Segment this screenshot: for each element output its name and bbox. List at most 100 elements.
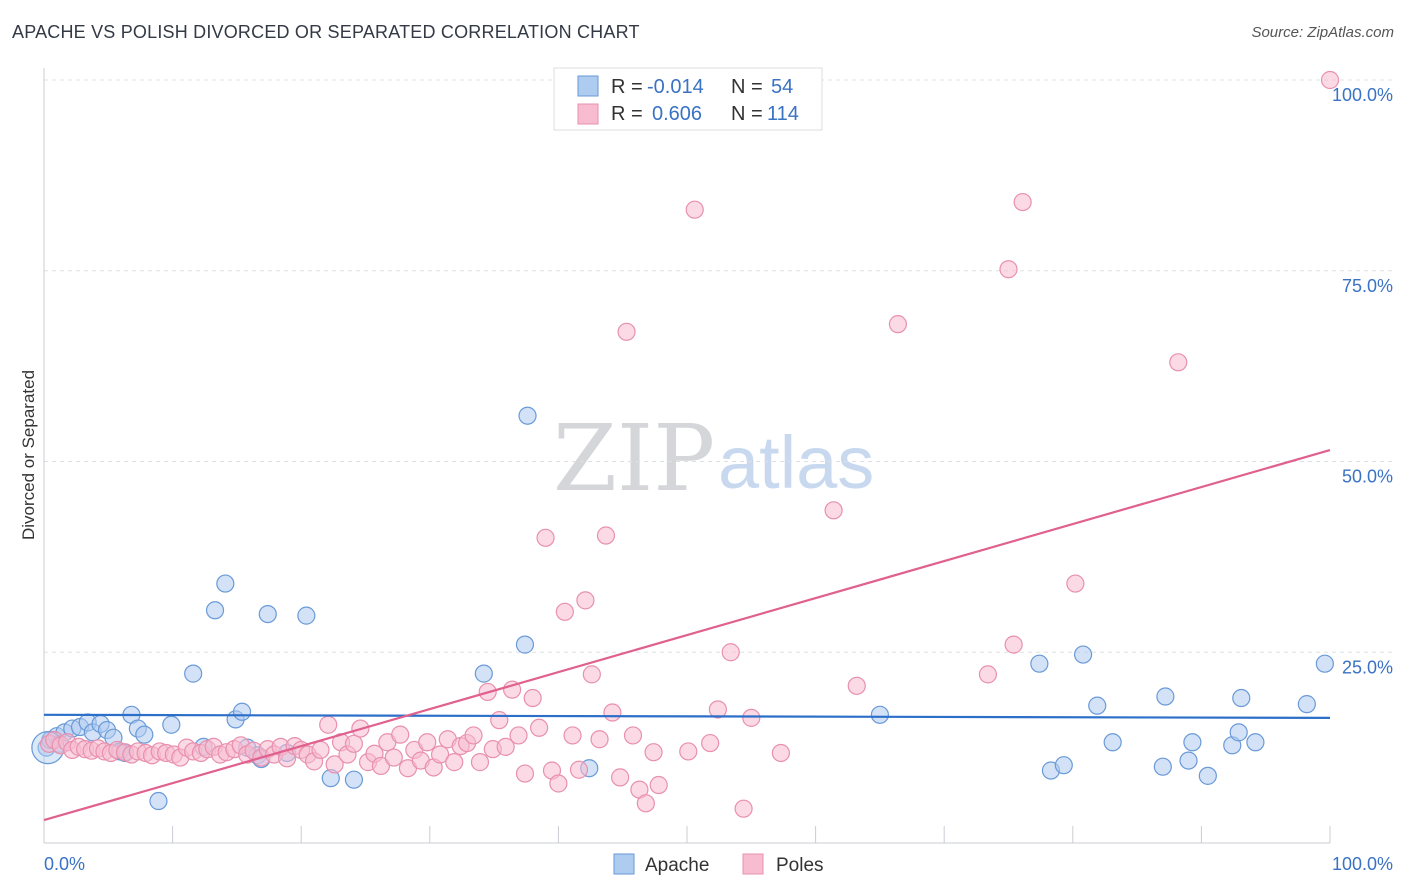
apache-point-52 xyxy=(1246,733,1265,752)
apache-point-33 xyxy=(474,664,493,683)
bottom-legend-swatch-apache xyxy=(613,853,635,875)
poles-point-110 xyxy=(1320,70,1340,90)
trend-lines xyxy=(43,448,1331,822)
poles-point-78 xyxy=(555,602,574,621)
bottom-legend-swatch-poles xyxy=(742,853,764,875)
apache-point-17 xyxy=(149,791,168,811)
poles-point-71 xyxy=(509,726,528,745)
poles-point-75 xyxy=(536,528,555,547)
poles-point-70 xyxy=(503,680,522,699)
apache-point-47 xyxy=(1183,733,1202,752)
apache-point-46 xyxy=(1179,751,1198,770)
poles-point-96 xyxy=(708,700,727,719)
y-tick-label-25: 25.0% xyxy=(1342,657,1393,677)
poles-point-68 xyxy=(490,711,509,730)
poles-point-52 xyxy=(384,748,403,767)
poles-point-108 xyxy=(1066,574,1085,593)
poles-point-72 xyxy=(515,764,535,783)
poles-point-107 xyxy=(1013,192,1032,212)
y-tick-label-50: 50.0% xyxy=(1342,467,1393,487)
apache-point-48 xyxy=(1198,766,1217,785)
bottom-legend-apache: Apache xyxy=(645,855,709,876)
poles-point-84 xyxy=(596,526,616,545)
apache-point-16 xyxy=(135,725,154,744)
apache-point-21 xyxy=(205,601,225,620)
poles-point-43 xyxy=(325,755,344,774)
series-legend: Apache Poles xyxy=(613,853,824,876)
poles-point-82 xyxy=(582,665,601,684)
y-axis-title: Divorced or Separated xyxy=(19,370,38,540)
grid-lines: 25.0% 50.0% 75.0% 100.0% xyxy=(44,79,1393,677)
poles-point-104 xyxy=(978,665,998,684)
y-tick-label-100: 100.0% xyxy=(1332,85,1393,105)
legend-apache-n-value: 54 xyxy=(771,76,793,98)
poles-point-102 xyxy=(847,676,866,695)
apache-point-24 xyxy=(232,702,252,721)
legend-apache-r-value: -0.014 xyxy=(647,76,704,98)
poles-point-42 xyxy=(319,715,338,734)
apache-point-34 xyxy=(515,635,535,654)
poles-point-100 xyxy=(771,743,790,763)
apache-point-44 xyxy=(1153,757,1172,776)
chart-title: APACHE VS POLISH DIVORCED OR SEPARATED C… xyxy=(12,22,640,42)
poles-point-98 xyxy=(734,799,753,818)
poles-point-69 xyxy=(496,737,515,756)
poles-trend-line xyxy=(43,448,1331,822)
stats-legend: R = -0.014 N = 54 R = 0.606 N = 114 xyxy=(553,67,823,131)
apache-trend-line xyxy=(43,713,1331,719)
watermark-atlas: atlas xyxy=(718,421,874,504)
apache-point-30 xyxy=(297,606,316,625)
legend-poles-n-label: N = xyxy=(731,103,763,125)
poles-point-99 xyxy=(742,708,761,727)
poles-point-93 xyxy=(679,742,698,761)
legend-poles-r-value: 0.606 xyxy=(652,103,702,125)
poles-point-83 xyxy=(590,730,609,749)
legend-swatch-apache xyxy=(577,75,599,97)
poles-point-41 xyxy=(311,740,330,760)
poles-point-91 xyxy=(644,743,663,762)
watermark-zip: ZIP xyxy=(553,405,715,512)
bottom-legend-poles: Poles xyxy=(776,855,824,876)
poles-point-61 xyxy=(445,753,464,772)
poles-point-79 xyxy=(563,726,582,745)
axes xyxy=(43,68,1331,844)
apache-point-54 xyxy=(1315,654,1334,673)
poles-point-80 xyxy=(569,760,589,779)
legend-apache-n-label: N = xyxy=(731,76,763,98)
apache-point-22 xyxy=(216,574,235,593)
legend-poles-r-label: R = xyxy=(611,103,643,125)
apache-point-45 xyxy=(1156,687,1175,706)
poles-point-81 xyxy=(576,591,595,610)
apache-point-28 xyxy=(258,604,277,624)
poles-point-97 xyxy=(721,643,740,662)
apache-point-41 xyxy=(1073,645,1093,664)
x-axis-label-left: 0.0% xyxy=(44,854,85,874)
apache-point-38 xyxy=(1030,654,1049,673)
poles-point-86 xyxy=(611,768,630,787)
apache-point-18 xyxy=(162,715,181,734)
apache-point-35 xyxy=(518,406,537,425)
poles-point-109 xyxy=(1169,353,1188,372)
apache-point-37 xyxy=(870,705,890,724)
poles-point-87 xyxy=(617,322,636,341)
poles-point-95 xyxy=(701,733,720,753)
apache-point-51 xyxy=(1232,688,1251,708)
poles-point-53 xyxy=(391,725,410,744)
apache-point-19 xyxy=(184,664,203,683)
poles-point-94 xyxy=(685,200,704,219)
poles-point-103 xyxy=(888,315,908,334)
poles-point-106 xyxy=(1004,635,1023,654)
apache-point-32 xyxy=(344,770,364,789)
poles-point-88 xyxy=(623,726,643,745)
poles-point-74 xyxy=(530,718,549,737)
legend-swatch-poles xyxy=(577,103,599,125)
stats-legend-box xyxy=(553,67,823,131)
poles-point-105 xyxy=(999,260,1018,279)
poles-point-77 xyxy=(549,774,568,793)
apache-point-40 xyxy=(1054,756,1073,775)
poles-point-64 xyxy=(464,726,483,745)
x-axis-label-right: 100.0% xyxy=(1332,854,1393,874)
poles-point-101 xyxy=(824,501,843,520)
source-label: Source: ZipAtlas.com xyxy=(1251,24,1394,41)
